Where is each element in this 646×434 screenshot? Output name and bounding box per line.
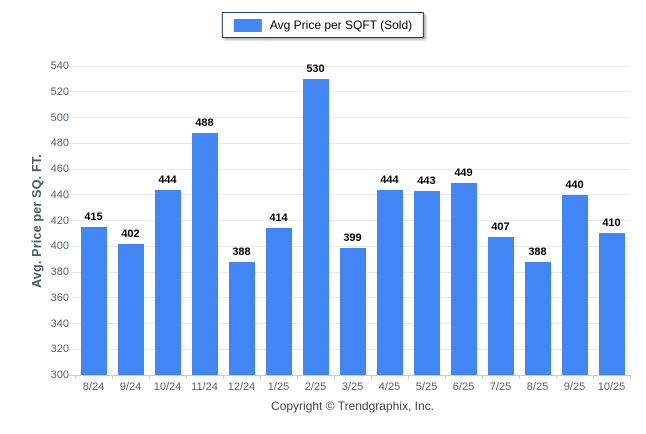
bar[interactable] — [376, 189, 403, 375]
x-tick-label: 2/25 — [304, 381, 327, 393]
gridline — [69, 117, 630, 118]
bar[interactable] — [117, 243, 144, 375]
y-tick-label: 300 — [50, 369, 69, 381]
y-tick-label: 480 — [50, 137, 69, 150]
y-axis-labels: 300 320 340 360 380 400 420 440 460 480 500 520 540 — [0, 60, 69, 381]
y-tick-label: 360 — [50, 291, 69, 304]
gridline — [69, 194, 630, 196]
bar[interactable] — [154, 189, 181, 375]
x-tick-label: 9/24 — [119, 381, 142, 393]
y-tick-label: 460 — [50, 163, 69, 175]
x-tick-label: 6/25 — [452, 381, 475, 393]
bar-value-label: 410 — [602, 217, 621, 230]
x-tick-label: 5/25 — [415, 381, 438, 393]
gridline — [69, 91, 630, 93]
bar[interactable] — [228, 261, 255, 375]
bar[interactable] — [487, 237, 514, 375]
copyright-text: Copyright © Trendgraphix, Inc. — [271, 399, 434, 413]
x-tick-label: 12/24 — [227, 381, 256, 393]
bar[interactable] — [80, 226, 107, 375]
bar[interactable] — [339, 247, 366, 375]
bar[interactable] — [524, 261, 551, 375]
bar-value-label: 414 — [269, 212, 288, 225]
x-axis-tick — [629, 375, 631, 379]
bar[interactable] — [598, 233, 625, 375]
x-axis-tick — [296, 375, 298, 379]
x-tick-label: 7/25 — [489, 381, 512, 393]
bar-value-label: 415 — [84, 210, 103, 223]
bar[interactable] — [191, 132, 218, 375]
x-axis-tick — [444, 375, 446, 379]
bar-value-label: 530 — [306, 62, 325, 75]
bar[interactable] — [413, 190, 440, 375]
bar-value-label: 407 — [491, 221, 510, 234]
legend: Avg Price per SQFT (Sold) — [221, 12, 425, 38]
x-tick-label: 9/25 — [563, 381, 586, 393]
bar-value-label: 444 — [380, 173, 399, 186]
x-axis-tick — [518, 375, 520, 379]
x-tick-label: 11/24 — [191, 381, 218, 393]
bar-value-label: 443 — [417, 174, 436, 187]
x-axis-tick — [370, 375, 372, 379]
x-axis-tick — [148, 375, 150, 379]
plot-area: 415 402 444 488 388 414 530 399 444 443 449 407 388 4… — [69, 62, 631, 379]
y-tick-label: 420 — [50, 214, 69, 227]
x-axis-tick — [222, 375, 224, 379]
x-tick-label: 10/25 — [597, 381, 626, 393]
x-tick-label: 10/24 — [153, 381, 182, 393]
bar-value-label: 440 — [565, 178, 584, 191]
bar-value-label: 402 — [121, 227, 140, 240]
x-axis-labels: 8/24 9/24 10/24 11/24 12/24 1/25 2/25 3/25 4/25 5… — [75, 381, 630, 395]
x-axis-tick — [481, 375, 483, 379]
x-axis-tick — [111, 375, 113, 379]
x-axis-tick — [592, 375, 594, 379]
y-tick-label: 380 — [50, 266, 69, 278]
bar-value-label: 488 — [195, 116, 214, 129]
y-tick-label: 320 — [50, 343, 69, 356]
gridline — [69, 65, 630, 67]
x-axis-tick — [74, 375, 76, 379]
gridline — [69, 142, 630, 144]
gridline — [69, 245, 630, 247]
y-tick-label: 340 — [50, 317, 69, 330]
bar[interactable] — [561, 194, 588, 375]
x-axis-tick — [555, 375, 557, 379]
bar[interactable] — [302, 78, 329, 375]
bar-value-label: 444 — [158, 173, 177, 186]
x-tick-label: 1/25 — [267, 381, 290, 393]
x-axis-tick — [407, 375, 409, 379]
legend-swatch-icon — [233, 18, 262, 32]
x-axis-tick — [185, 375, 187, 379]
bar-value-label: 388 — [232, 245, 251, 258]
bar-value-label: 449 — [454, 167, 473, 180]
y-tick-label: 440 — [50, 188, 69, 201]
x-axis-line — [69, 374, 630, 376]
y-tick-label: 400 — [50, 240, 69, 253]
x-tick-label: 8/25 — [526, 381, 549, 393]
bar[interactable] — [450, 183, 477, 375]
x-tick-label: 8/24 — [82, 381, 105, 393]
legend-label: Avg Price per SQFT (Sold) — [269, 18, 413, 32]
x-axis-tick — [259, 375, 261, 379]
bar[interactable] — [265, 228, 292, 375]
y-tick-label: 520 — [50, 85, 69, 98]
y-tick-label: 500 — [50, 111, 69, 124]
bar-value-label: 399 — [343, 231, 362, 244]
x-tick-label: 4/25 — [378, 381, 401, 393]
x-tick-label: 3/25 — [341, 381, 364, 393]
bar-value-label: 388 — [528, 245, 547, 258]
x-axis-tick — [333, 375, 335, 379]
y-tick-label: 540 — [50, 60, 69, 72]
gridline — [69, 220, 630, 221]
gridline — [69, 168, 630, 170]
